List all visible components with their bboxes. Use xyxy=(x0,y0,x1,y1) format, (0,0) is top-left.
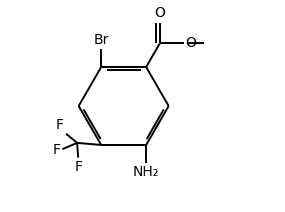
Text: O: O xyxy=(185,36,196,50)
Text: F: F xyxy=(52,143,60,157)
Text: Br: Br xyxy=(93,33,109,47)
Text: NH₂: NH₂ xyxy=(133,165,159,179)
Text: F: F xyxy=(56,118,64,132)
Text: O: O xyxy=(154,7,165,21)
Text: F: F xyxy=(74,160,82,174)
